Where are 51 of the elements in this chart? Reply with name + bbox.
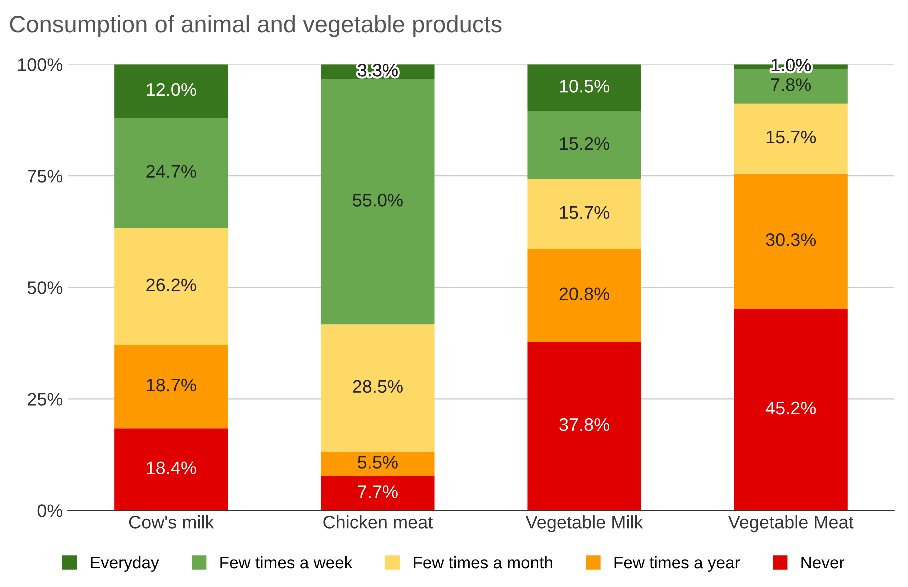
data-label: 24.7% bbox=[146, 165, 196, 178]
bar bbox=[114, 64, 228, 118]
bar bbox=[321, 452, 435, 476]
bar bbox=[114, 345, 228, 429]
x-tick-label: Cow's milk bbox=[129, 516, 214, 529]
data-label: 28.5% bbox=[353, 380, 403, 394]
bar bbox=[528, 342, 642, 511]
data-label: 18.7% bbox=[147, 378, 196, 392]
bar bbox=[734, 309, 848, 511]
data-label: 20.8% bbox=[560, 288, 610, 301]
data-label: 55.0% bbox=[353, 194, 403, 207]
data-label: 37.8% bbox=[560, 418, 610, 432]
legend-label: Few times a month bbox=[414, 556, 552, 569]
data-label: 12.0% bbox=[147, 83, 196, 96]
y-tick-label: 75% bbox=[28, 170, 63, 183]
data-label: 3.3% bbox=[358, 64, 398, 77]
data-label: 10.5% bbox=[560, 80, 610, 93]
legend-label: Everyday bbox=[91, 556, 160, 572]
bar bbox=[528, 111, 642, 180]
x-tick-label: Vegetable Milk bbox=[526, 516, 644, 532]
chart-title: Consumption of animal and vegetable products bbox=[10, 15, 502, 38]
data-label: 45.2% bbox=[766, 402, 816, 415]
x-tick-label: Chicken meat bbox=[324, 516, 434, 529]
bar bbox=[528, 179, 642, 250]
legend-label: Few times a year bbox=[614, 556, 740, 572]
data-label: 15.7% bbox=[766, 130, 816, 144]
bar bbox=[114, 228, 228, 346]
bar bbox=[321, 79, 435, 325]
legend-label: Few times a week bbox=[220, 556, 353, 569]
bar bbox=[528, 249, 642, 342]
data-label: 5.5% bbox=[358, 456, 398, 469]
y-tick-label: 25% bbox=[28, 393, 63, 406]
bar bbox=[734, 104, 848, 174]
data-label: 15.2% bbox=[560, 137, 610, 150]
data-label: 18.4% bbox=[147, 462, 196, 474]
y-tick-label: 100% bbox=[18, 58, 63, 72]
y-tick-label: 50% bbox=[28, 282, 63, 294]
legend-label: Never bbox=[802, 557, 845, 569]
bar bbox=[114, 118, 228, 228]
data-label: 7.8% bbox=[771, 78, 812, 92]
bar bbox=[321, 476, 435, 511]
bar bbox=[528, 64, 642, 112]
y-tick-label: 0% bbox=[38, 504, 63, 518]
data-label: 30.3% bbox=[766, 234, 816, 246]
bar bbox=[321, 324, 435, 452]
data-label: 15.7% bbox=[560, 206, 610, 220]
bar bbox=[114, 428, 228, 511]
bar bbox=[734, 174, 848, 310]
x-tick-label: Vegetable Meat bbox=[728, 516, 854, 532]
data-label: 7.7% bbox=[358, 486, 398, 498]
data-label: 26.2% bbox=[146, 278, 196, 292]
